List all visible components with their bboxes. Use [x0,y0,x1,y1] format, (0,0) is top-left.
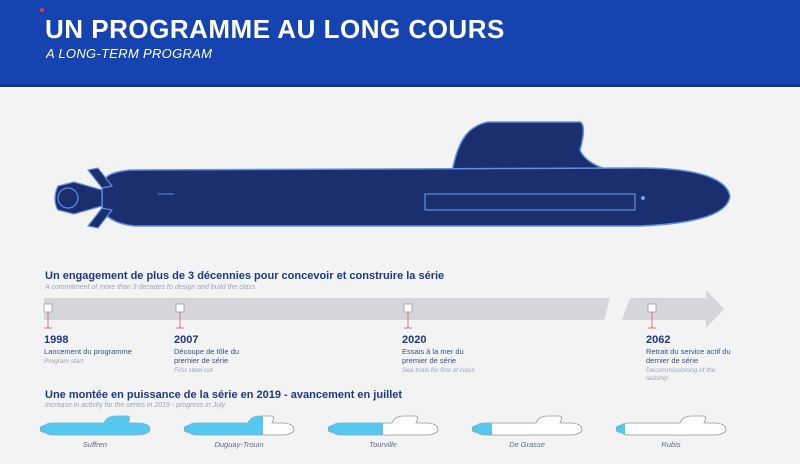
submarine-illustration [54,121,731,229]
header-divider [0,84,800,87]
milestone-label-fr: Retrait du service actif du dernier de s… [646,347,731,365]
page-title: UN PROGRAMME AU LONG COURS [45,14,505,44]
milestone-label-en: Sea trials for first of class [402,367,475,374]
submarine-progress-icon [328,415,439,436]
milestone-label-fr: Découpe de tôle du premier de série [174,347,240,365]
submarine-name: Suffren [82,440,108,449]
page-subtitle: A LONG-TERM PROGRAM [46,46,213,61]
submarine-name: Duguay-Trouin [214,440,264,449]
propeller-icon [57,187,79,209]
submarine-name: De Grasse [509,440,545,449]
milestone-year: 2020 [402,334,427,346]
timeline-subheading: A commitment of more than 3 decades to d… [45,284,256,291]
submarine-name: Tourville [369,440,397,449]
submarine-item: Duguay-Trouin [184,414,304,454]
submarine-progress-icon [40,415,151,436]
submarine-name: Rubis [661,440,681,449]
milestone-2007: 2007 Découpe de tôle du premier de série… [174,334,264,375]
ramp-subheading: Increase in activity for the series in 2… [45,402,226,409]
submarine-progress-icon [616,415,727,436]
submarine-item: De Grasse [472,414,592,454]
milestone-1998: 1998 Lancement du programme Program star… [44,334,154,366]
milestone-year: 1998 [44,334,69,346]
milestone-year: 2007 [174,334,199,346]
submarine-progress-icon [472,415,583,436]
submarine-progress-icon [184,415,295,436]
milestone-2020: 2020 Essais à la mer du premier de série… [402,334,482,375]
submarine-item: Rubis [616,414,736,454]
milestone-label-fr: Essais à la mer du premier de série [402,347,464,365]
milestone-label-en: Decommissioning of the lastship [646,367,716,382]
submarine-item: Suffren [40,414,160,454]
submarine-item: Tourville [328,414,448,454]
ramp-heading: Une montée en puissance de la série en 2… [45,389,403,401]
timeline-heading: Un engagement de plus de 3 décennies pou… [45,270,445,282]
timeline-arrow [43,290,724,329]
milestone-label-en: Program start [44,358,84,365]
submarine-progress-list: Suffren Duguay-Trouin Tourville De Grasse Ru… [0,414,800,454]
milestone-2062: 2062 Retrait du service actif du dernier… [646,334,736,383]
milestone-label-fr: Lancement du programme [44,347,132,356]
milestone-year: 2062 [646,334,671,346]
red-dot-icon [40,8,44,12]
milestone-label-en: First steel cut [174,367,213,374]
header-banner: UN PROGRAMME AU LONG COURS A LONG-TERM P… [0,0,800,84]
